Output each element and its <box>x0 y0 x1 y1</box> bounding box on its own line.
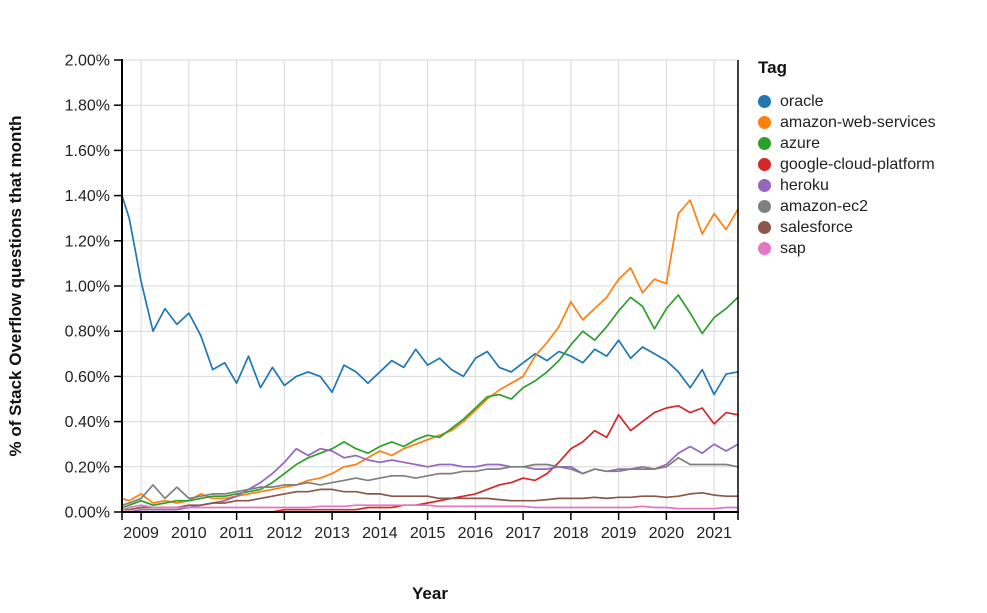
y-tick-label: 1.00% <box>65 279 110 296</box>
legend-swatch-icon <box>758 137 771 150</box>
series-line-sap <box>121 504 739 511</box>
legend-item-heroku: heroku <box>758 175 987 196</box>
x-axis-title: Year <box>412 584 448 603</box>
legend: Tag oracle amazon-web-services azure google… <box>758 58 987 259</box>
y-tick-label: 1.20% <box>65 233 110 250</box>
series-line-amazon-ec2 <box>121 456 739 507</box>
x-tick-label: 2014 <box>362 525 398 542</box>
x-tick-label: 2016 <box>458 525 494 542</box>
legend-label: azure <box>780 134 821 152</box>
legend-label: salesforce <box>780 218 853 236</box>
y-tick-label: 0.40% <box>65 414 110 431</box>
series-line-azure <box>121 294 739 509</box>
legend-swatch-icon <box>758 158 771 171</box>
legend-label: amazon-web-services <box>780 113 936 131</box>
legend-item-sap: sap <box>758 238 987 259</box>
y-tick-label: 1.80% <box>65 98 110 115</box>
legend-item-amazon-ec2: amazon-ec2 <box>758 196 987 217</box>
legend-swatch-icon <box>758 221 771 234</box>
x-tick-label: 2009 <box>123 525 159 542</box>
x-tick-label: 2013 <box>314 525 350 542</box>
y-tick-label: 1.40% <box>65 188 110 205</box>
legend-items: oracle amazon-web-services azure google-clo… <box>758 91 987 259</box>
x-tick-label: 2019 <box>601 525 637 542</box>
y-tick-label: 0.20% <box>65 459 110 476</box>
y-tick-label: 0.60% <box>65 369 110 386</box>
legend-label: sap <box>780 239 806 257</box>
legend-item-azure: azure <box>758 133 987 154</box>
x-tick-label: 2012 <box>267 525 303 542</box>
legend-swatch-icon <box>758 179 771 192</box>
legend-label: google-cloud-platform <box>780 155 935 173</box>
legend-swatch-icon <box>758 95 771 108</box>
legend-item-salesforce: salesforce <box>758 217 987 238</box>
legend-item-amazon-web-services: amazon-web-services <box>758 112 987 133</box>
y-axis-title: % of Stack Overflow questions that month <box>6 115 25 457</box>
legend-swatch-icon <box>758 116 771 129</box>
x-tick-label: 2010 <box>171 525 207 542</box>
series-line-amazon-web-services <box>121 199 739 504</box>
series-line-oracle <box>121 194 739 396</box>
legend-title: Tag <box>758 58 787 77</box>
x-tick-label: 2017 <box>505 525 541 542</box>
y-tick-label: 0.80% <box>65 324 110 341</box>
legend-swatch-icon <box>758 242 771 255</box>
legend-swatch-icon <box>758 200 771 213</box>
legend-label: heroku <box>780 176 829 194</box>
y-tick-label: 0.00% <box>65 505 110 522</box>
y-tick-label: 2.00% <box>65 53 110 70</box>
x-tick-label: 2011 <box>219 525 254 542</box>
legend-label: oracle <box>780 92 824 110</box>
legend-item-oracle: oracle <box>758 91 987 112</box>
x-tick-label: 2015 <box>410 525 446 542</box>
y-tick-label: 1.60% <box>65 143 110 160</box>
series-line-salesforce <box>121 488 739 511</box>
legend-item-google-cloud-platform: google-cloud-platform <box>758 154 987 175</box>
x-tick-label: 2020 <box>649 525 685 542</box>
x-tick-label: 2021 <box>696 525 732 542</box>
legend-label: amazon-ec2 <box>780 197 869 215</box>
x-tick-label: 2018 <box>553 525 589 542</box>
